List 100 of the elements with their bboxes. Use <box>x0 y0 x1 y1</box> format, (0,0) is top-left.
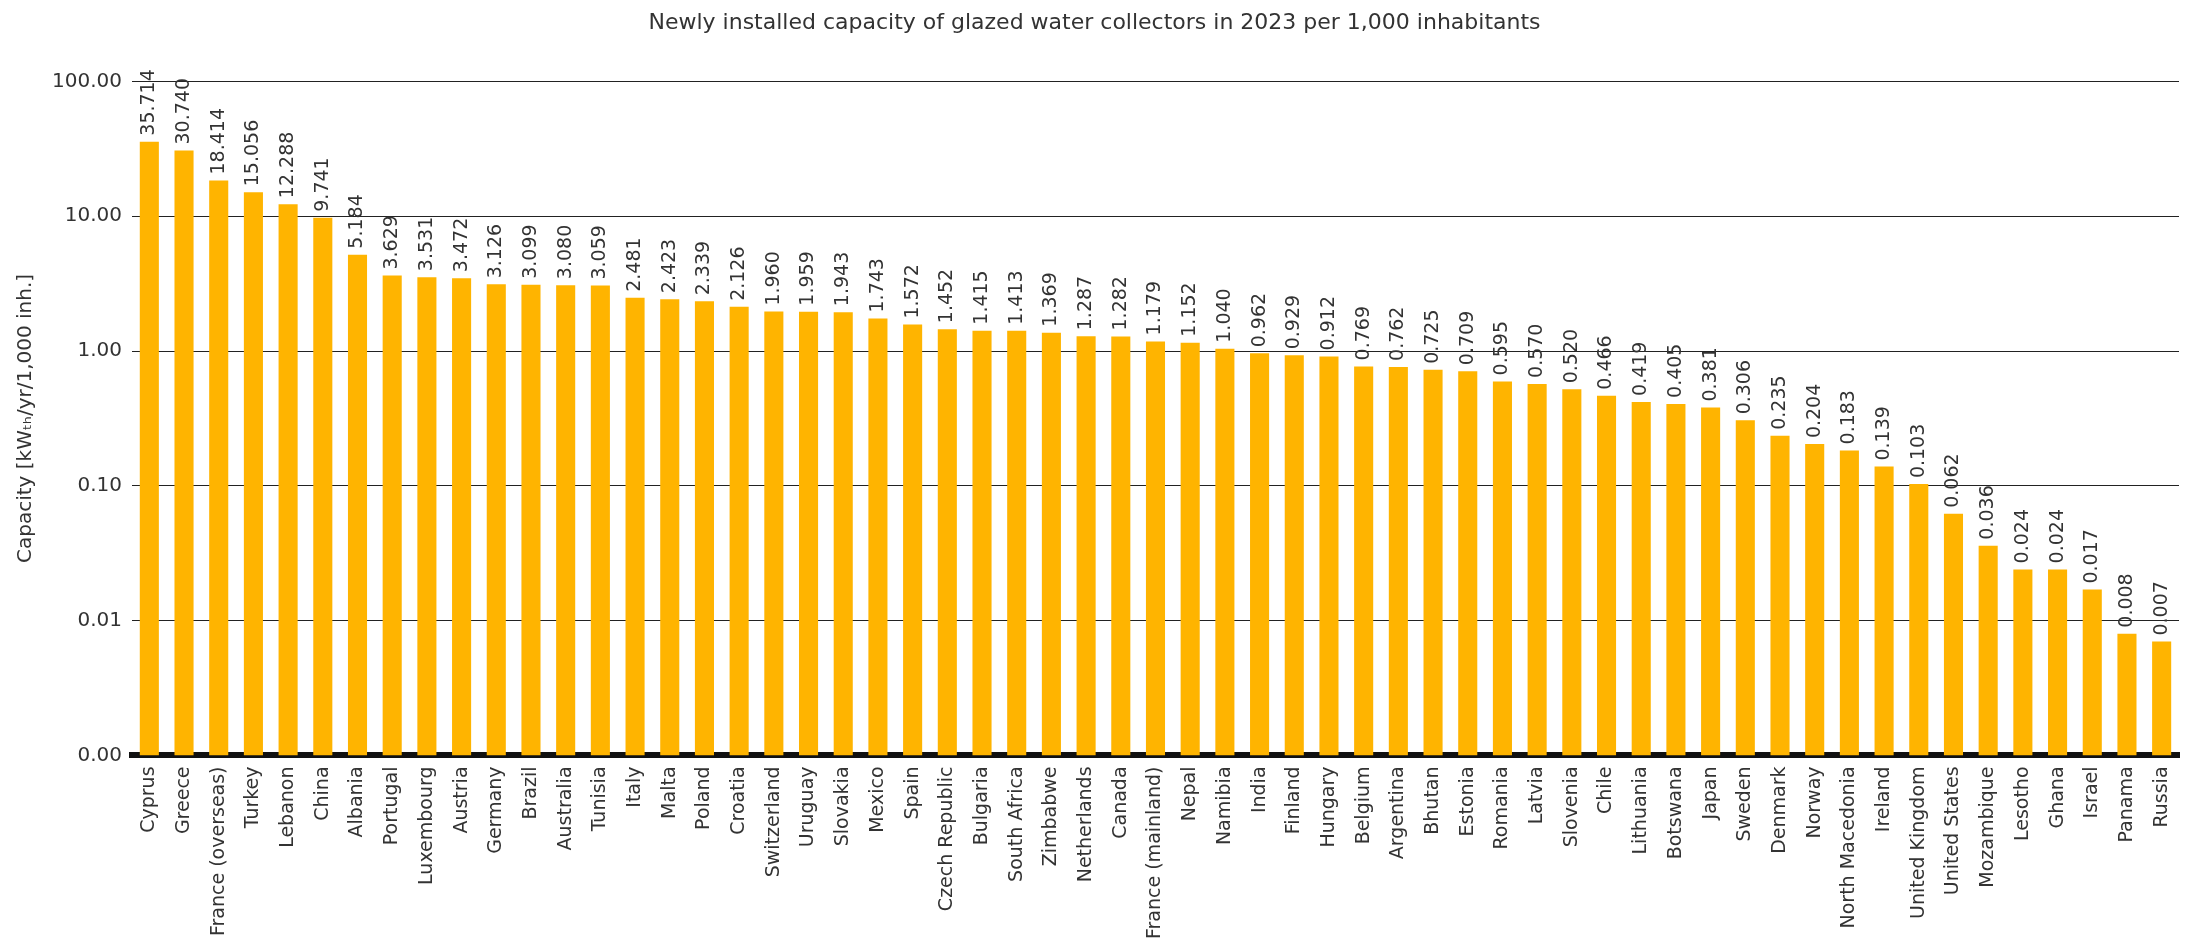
data-label: 1.743 <box>864 258 887 313</box>
x-tick-label: Uruguay <box>795 766 818 848</box>
data-label: 0.204 <box>1801 383 1824 439</box>
data-label: 3.472 <box>448 217 471 273</box>
x-tick-label: Zimbabwe <box>1038 766 1061 867</box>
data-label: 0.183 <box>1836 390 1859 445</box>
x-tick-label: Norway <box>1801 766 1824 839</box>
data-label: 0.103 <box>1905 423 1928 479</box>
data-label: 15.056 <box>240 119 263 187</box>
data-label: 3.059 <box>587 225 610 280</box>
x-tick-label: Finland <box>1281 766 1304 835</box>
data-label: 0.007 <box>2148 581 2171 636</box>
data-label: 0.709 <box>1454 310 1477 366</box>
y-tick-label: 0.01 <box>77 606 122 631</box>
x-tick-label: China <box>309 766 332 821</box>
data-label: 2.423 <box>656 238 679 294</box>
x-tick-label: Sweden <box>1732 766 1755 842</box>
data-label: 0.024 <box>2009 508 2032 564</box>
data-label: 5.184 <box>344 194 367 249</box>
x-tick-label: Panama <box>2113 766 2136 843</box>
x-tick-label: Canada <box>1107 766 1130 839</box>
data-label: 0.962 <box>1246 292 1269 348</box>
data-label: 35.714 <box>136 69 159 136</box>
data-label: 0.570 <box>1524 323 1547 378</box>
data-label: 1.287 <box>1073 275 1096 331</box>
x-tick-label: Chile <box>1593 766 1616 815</box>
x-tick-label: Poland <box>691 766 714 830</box>
x-tick-label: Latvia <box>1524 766 1547 825</box>
x-tick-label: Netherlands <box>1073 766 1096 883</box>
data-label: 1.943 <box>830 251 853 307</box>
x-tick-label: Luxembourg <box>413 766 436 885</box>
x-tick-label: Belgium <box>1350 766 1373 845</box>
data-label: 1.369 <box>1038 272 1061 327</box>
data-label: 0.306 <box>1732 359 1755 415</box>
data-label: 1.040 <box>1211 288 1234 343</box>
x-tick-label: Israel <box>2079 766 2102 819</box>
x-tick-label: Tunisia <box>587 766 610 833</box>
x-tick-label: Austria <box>448 766 471 834</box>
y-tick-label: 100.00 <box>52 67 122 92</box>
data-label: 0.725 <box>1419 309 1442 364</box>
x-tick-label: Lithuania <box>1628 766 1651 855</box>
data-label: 0.024 <box>2044 508 2067 564</box>
data-label: 2.339 <box>691 240 714 296</box>
x-tick-label: North Macedonia <box>1836 766 1859 929</box>
x-tick-label: Mexico <box>864 766 887 833</box>
data-label: 1.959 <box>795 251 818 306</box>
data-label: 30.740 <box>170 77 193 145</box>
x-tick-label: Nepal <box>1177 766 1200 822</box>
x-tick-label: Slovakia <box>830 766 853 847</box>
y-axis-title: Capacity [kWₜₕ/yr/1,000 inh.] <box>12 273 37 563</box>
y-tick-label: 10.00 <box>64 202 122 227</box>
y-tick-label: 0.10 <box>77 472 122 497</box>
chart-title: Newly installed capacity of glazed water collectors in 2023 per 1,000 inhabitants <box>648 8 1541 34</box>
x-tick-label: Botswana <box>1662 766 1685 860</box>
x-tick-label: Hungary <box>1315 766 1338 848</box>
data-label: 1.179 <box>1142 280 1165 336</box>
data-label: 1.452 <box>934 268 957 324</box>
data-label: 1.415 <box>968 270 991 325</box>
data-label: 0.062 <box>1940 453 1963 508</box>
x-tick-label: Mozambique <box>1975 766 1998 888</box>
x-tick-label: United States <box>1940 766 1963 896</box>
data-label: 0.466 <box>1593 335 1616 390</box>
data-label: 1.152 <box>1177 282 1200 337</box>
data-label: 3.126 <box>483 223 506 279</box>
data-label: 0.405 <box>1662 343 1685 398</box>
data-label: 0.036 <box>1975 485 1998 540</box>
x-tick-label: Ireland <box>1871 766 1894 833</box>
data-label: 1.413 <box>1003 270 1026 325</box>
data-label: 3.531 <box>413 216 436 272</box>
x-tick-label: Spain <box>899 766 922 820</box>
x-tick-label: Switzerland <box>760 766 783 878</box>
x-tick-label: Germany <box>483 766 506 854</box>
x-tick-label: Japan <box>1697 766 1720 821</box>
x-tick-label: Czech Republic <box>934 766 957 912</box>
data-label: 3.629 <box>379 215 402 270</box>
x-tick-label: France (mainland) <box>1142 766 1165 940</box>
x-tick-label: Russia <box>2148 766 2171 828</box>
x-tick-label: Malta <box>656 766 679 819</box>
data-label: 9.741 <box>309 157 332 212</box>
x-tick-label: Lebanon <box>275 766 298 848</box>
data-label: 1.960 <box>760 251 783 306</box>
x-tick-label: Albania <box>344 766 367 838</box>
x-tick-label: Cyprus <box>136 766 159 833</box>
x-tick-label: Slovenia <box>1558 766 1581 848</box>
data-label: 0.008 <box>2113 573 2136 628</box>
y-tick-label: 1.00 <box>77 337 122 362</box>
x-tick-label: Argentina <box>1385 766 1408 860</box>
x-tick-label: Greece <box>170 766 193 835</box>
x-tick-label: United Kingdom <box>1905 766 1928 919</box>
x-tick-label: Italy <box>622 766 644 808</box>
data-label: 0.139 <box>1871 406 1894 461</box>
y-tick-label: 0.00 <box>77 741 122 766</box>
data-label: 0.929 <box>1281 294 1304 350</box>
x-tick-label: Namibia <box>1211 766 1234 846</box>
x-tick-label: Denmark <box>1766 766 1789 854</box>
x-tick-label: Turkey <box>240 766 263 830</box>
x-tick-label: Brazil <box>517 766 540 820</box>
x-tick-label: Estonia <box>1454 766 1477 837</box>
data-label: 3.080 <box>552 224 575 280</box>
data-label: 0.419 <box>1628 341 1651 396</box>
